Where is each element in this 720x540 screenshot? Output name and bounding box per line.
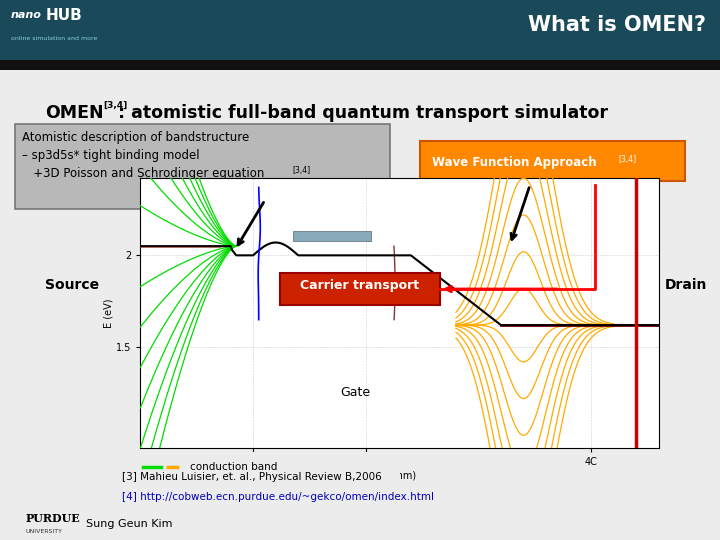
Text: HUB: HUB	[45, 8, 82, 23]
Bar	[0, 0, 720, 60]
Text: Wave Function Approach: Wave Function Approach	[432, 157, 597, 170]
Text: online simulation and more: online simulation and more	[11, 36, 97, 41]
FancyBboxPatch shape	[420, 141, 685, 181]
Text: Carrier transport: Carrier transport	[300, 279, 420, 292]
Y-axis label: E (eV): E (eV)	[103, 299, 113, 328]
Text: – sp3d5s* tight binding model: – sp3d5s* tight binding model	[22, 150, 199, 163]
Text: : atomistic full-band quantum transport simulator: : atomistic full-band quantum transport …	[118, 104, 608, 122]
FancyBboxPatch shape	[280, 273, 440, 305]
Text: [3,4]: [3,4]	[292, 166, 310, 176]
Text: Sung Geun Kim: Sung Geun Kim	[86, 518, 173, 529]
Text: UNIVERSITY: UNIVERSITY	[25, 529, 62, 534]
Bar	[0, 60, 720, 70]
Text: +3D Poisson and Schrodinger equation: +3D Poisson and Schrodinger equation	[22, 167, 268, 180]
Text: Drain: Drain	[665, 278, 707, 292]
Text: [3,4]: [3,4]	[103, 102, 127, 110]
X-axis label: X (nm): X (nm)	[383, 470, 416, 480]
Text: Gate: Gate	[340, 387, 370, 400]
FancyBboxPatch shape	[15, 124, 390, 210]
Text: conduction band: conduction band	[189, 462, 277, 471]
Text: OMEN: OMEN	[45, 104, 104, 122]
Text: [3] Mahieu Luisier, et. al., Physical Review B,2006: [3] Mahieu Luisier, et. al., Physical Re…	[122, 472, 382, 483]
Text: Source: Source	[45, 278, 99, 292]
Text: nano: nano	[11, 10, 42, 21]
Text: Atomistic description of bandstructure: Atomistic description of bandstructure	[22, 131, 249, 144]
Text: [3,4]: [3,4]	[618, 156, 636, 164]
Text: What is OMEN?: What is OMEN?	[528, 15, 706, 35]
Text: [4] http://cobweb.ecn.purdue.edu/~gekco/omen/index.html: [4] http://cobweb.ecn.purdue.edu/~gekco/…	[122, 492, 434, 503]
Bar	[292, 231, 372, 241]
Text: PURDUE: PURDUE	[25, 513, 80, 524]
